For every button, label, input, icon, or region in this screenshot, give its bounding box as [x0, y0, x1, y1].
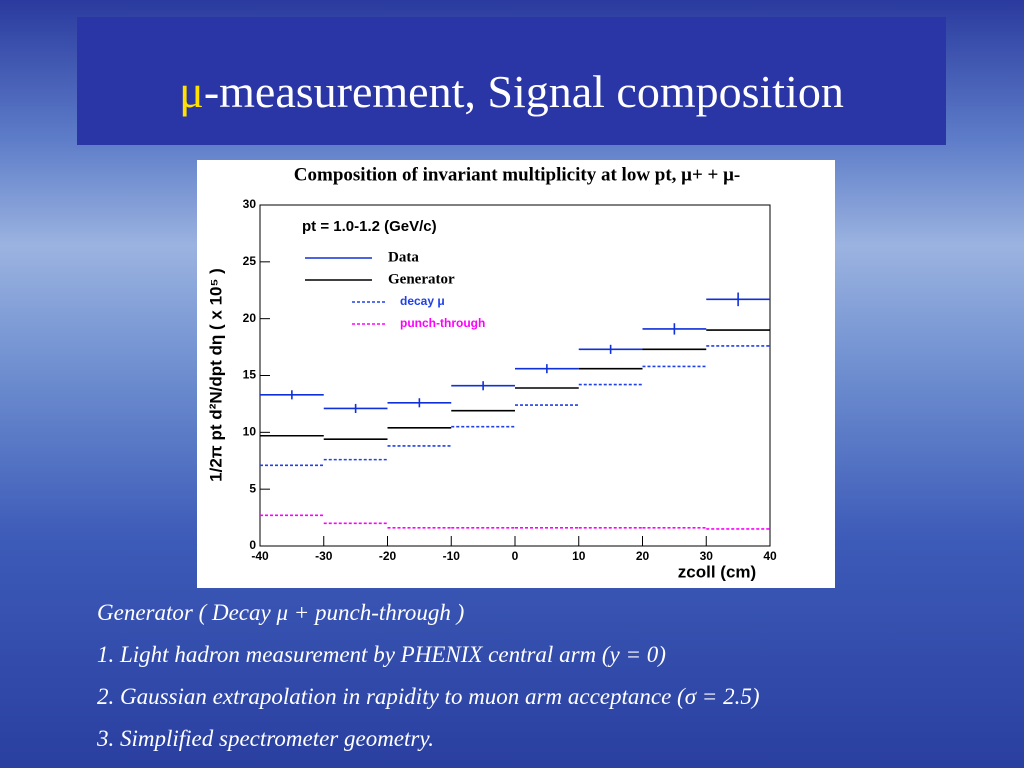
x-tick-label: 10	[572, 549, 586, 563]
y-axis-label: 1/2π pt d²N/dpt dη ( x 10⁵ )	[206, 268, 225, 482]
y-tick-label: 10	[243, 425, 257, 439]
chart: Composition of invariant multiplicity at…	[197, 160, 835, 588]
x-tick-label: -30	[315, 549, 333, 563]
x-tick-label: 0	[512, 549, 519, 563]
note-line: 1. Light hadron measurement by PHENIX ce…	[97, 642, 666, 667]
legend-label: punch-through	[400, 316, 485, 330]
x-axis-label: zcoll (cm)	[678, 562, 756, 581]
x-tick-label: 20	[636, 549, 650, 563]
y-tick-label: 20	[243, 311, 257, 325]
title-text: -measurement, Signal composition	[203, 66, 844, 117]
chart-title: Composition of invariant multiplicity at…	[294, 164, 740, 185]
chart-background	[197, 160, 835, 588]
title-symbol: μ	[179, 66, 204, 117]
x-tick-label: 30	[700, 549, 714, 563]
y-tick-label: 30	[243, 197, 257, 211]
title-box: μ-measurement, Signal composition	[77, 17, 946, 145]
y-tick-label: 15	[243, 368, 257, 382]
legend-label: Generator	[388, 271, 455, 287]
y-tick-label: 25	[243, 254, 257, 268]
legend-label: decay μ	[400, 294, 445, 308]
note-line: 2. Gaussian extrapolation in rapidity to…	[97, 684, 760, 709]
y-tick-label: 0	[249, 538, 256, 552]
note-line: 3. Simplified spectrometer geometry.	[97, 726, 435, 751]
y-tick-label: 5	[249, 481, 256, 495]
x-tick-label: 40	[763, 549, 777, 563]
annotation: pt = 1.0-1.2 (GeV/c)	[302, 218, 437, 235]
notes: Generator ( Decay μ + punch-through ) 1. …	[97, 596, 759, 764]
x-tick-label: -40	[251, 549, 269, 563]
x-tick-label: -20	[379, 549, 397, 563]
slide-title: μ-measurement, Signal composition	[77, 65, 946, 118]
note-line: Generator ( Decay μ + punch-through )	[97, 600, 465, 625]
legend-label: Data	[388, 249, 419, 265]
x-tick-label: -10	[443, 549, 461, 563]
